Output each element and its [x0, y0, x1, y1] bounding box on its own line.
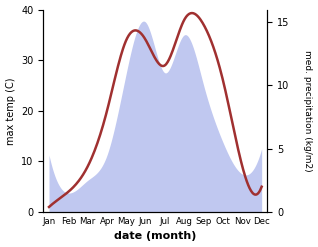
- Y-axis label: med. precipitation (kg/m2): med. precipitation (kg/m2): [303, 50, 313, 172]
- Y-axis label: max temp (C): max temp (C): [5, 77, 16, 144]
- X-axis label: date (month): date (month): [114, 231, 197, 242]
